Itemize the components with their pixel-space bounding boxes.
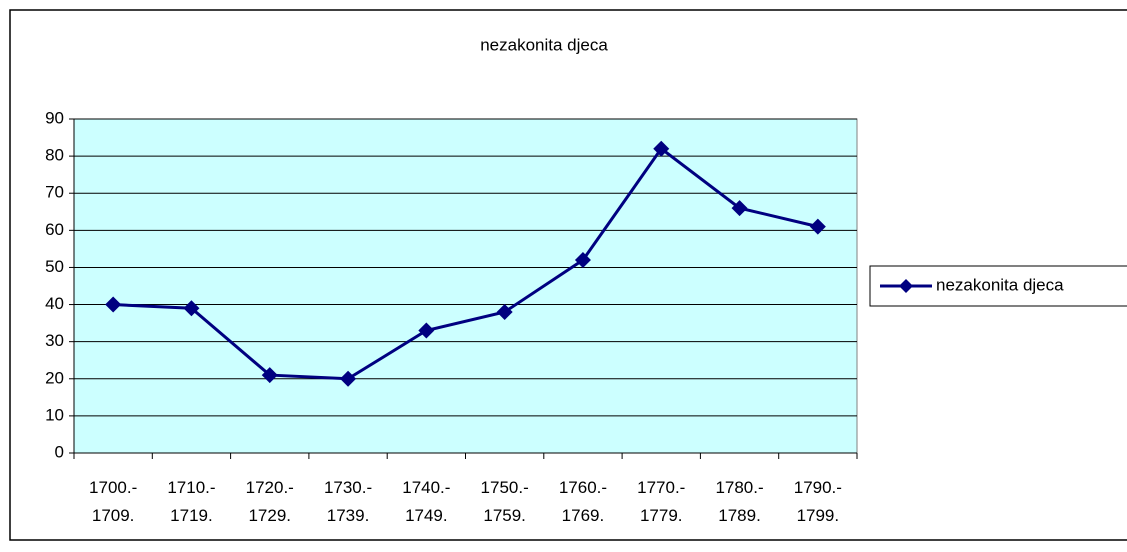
x-tick-label: 1720.- 1729.: [245, 478, 294, 525]
x-tick-label: 1780.- 1789.: [715, 478, 764, 525]
chart-title: nezakonita djeca: [480, 35, 608, 54]
y-tick-label: 10: [45, 405, 64, 424]
x-tick-label: 1750.- 1759.: [480, 478, 529, 525]
chart-frame: [9, 9, 1127, 541]
x-tick-label: 1730.- 1739.: [323, 478, 373, 525]
data-point: [340, 370, 357, 387]
y-tick-label: 40: [45, 294, 64, 313]
data-point: [731, 200, 748, 217]
legend-label: nezakonita djeca: [936, 275, 1064, 294]
data-point: [574, 252, 591, 269]
y-tick-label: 50: [45, 257, 64, 276]
plot-area: [73, 118, 858, 454]
y-tick-label: 0: [55, 442, 64, 461]
data-point: [261, 367, 278, 384]
data-line: [113, 146, 819, 381]
y-tick-label: 30: [45, 331, 64, 350]
data-point: [418, 322, 435, 339]
x-tick-label: 1700.- 1709.: [89, 478, 138, 525]
x-tick-label: 1770.- 1779.: [637, 478, 686, 525]
x-tick-label: 1790.- 1799.: [793, 478, 842, 525]
x-tick-label: 1760.- 1769.: [558, 478, 608, 525]
data-point: [496, 303, 513, 320]
x-tick-label: 1740.- 1749.: [402, 478, 451, 525]
data-point: [653, 140, 670, 157]
data-point: [105, 296, 122, 313]
y-tick-label: 80: [45, 146, 64, 165]
data-point: [183, 300, 200, 317]
x-tick-label: 1710.- 1719.: [167, 478, 216, 525]
y-tick-label: 20: [45, 368, 64, 387]
data-point: [809, 218, 826, 235]
y-tick-label: 70: [45, 183, 64, 202]
legend-marker: [899, 279, 913, 293]
y-tick-label: 60: [45, 220, 64, 239]
y-tick-label: 90: [45, 108, 64, 127]
